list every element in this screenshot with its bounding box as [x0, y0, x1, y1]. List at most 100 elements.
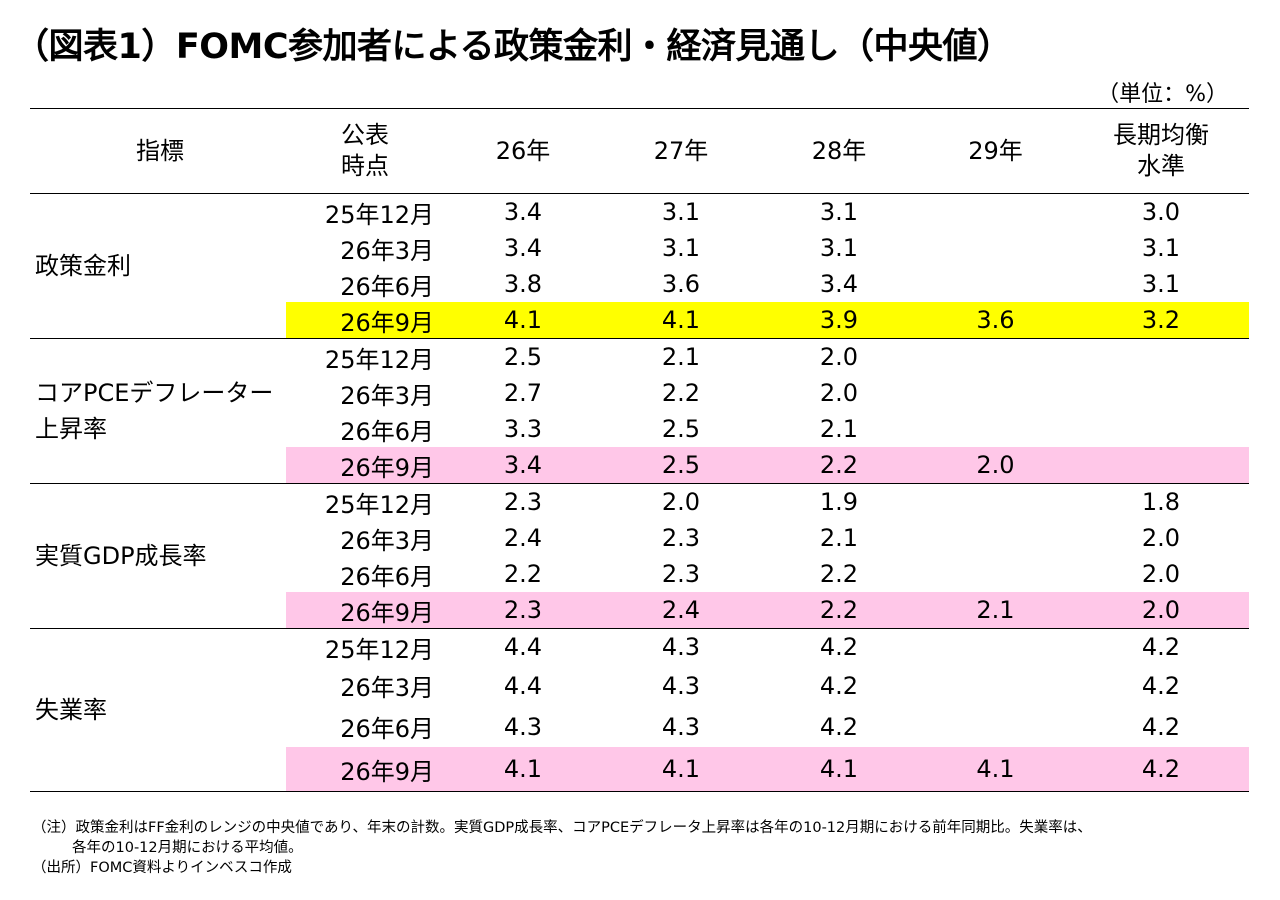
value-2028: 4.2	[819, 633, 859, 661]
date-cell: 26年6月	[340, 417, 434, 446]
date-cell: 26年6月	[340, 715, 434, 743]
date-cell: 26年9月	[286, 747, 444, 792]
value-2029	[918, 266, 1073, 302]
value-2027: 4.3	[661, 671, 701, 700]
value-2028: 2.2	[760, 592, 918, 629]
value-2026: 2.7	[503, 379, 543, 407]
header-2027: 27年	[602, 108, 760, 194]
value-2029	[918, 411, 1073, 447]
value-2029: 3.6	[918, 302, 1073, 339]
value-longrun	[1073, 339, 1249, 376]
table-row: 実質GDP成長率 25年12月 2.3 2.0 1.9 1.8	[30, 483, 1249, 629]
value-2028: 2.2	[760, 447, 918, 484]
value-2027: 2.1	[661, 343, 701, 371]
indicator-label: 失業率	[35, 696, 107, 724]
table-row: 26年3月 2.7 2.2 2.0	[30, 375, 1249, 411]
value-2027: 4.3	[661, 633, 701, 661]
value-longrun: 3.1	[1141, 270, 1181, 298]
date-cell: 26年3月	[340, 674, 434, 702]
header-indicator: 指標	[30, 108, 286, 194]
value-longrun: 2.0	[1141, 560, 1181, 588]
value-2026: 4.1	[444, 747, 602, 792]
value-longrun: 2.0	[1141, 524, 1181, 552]
value-2029	[918, 520, 1073, 556]
value-2028: 3.9	[760, 302, 918, 339]
value-2029	[918, 629, 1073, 666]
header-2026: 26年	[444, 108, 602, 194]
value-2026: 3.4	[503, 198, 543, 226]
value-2028: 2.1	[819, 524, 859, 552]
value-2027: 4.1	[602, 747, 760, 792]
date-cell: 26年9月	[286, 592, 444, 629]
value-2029	[918, 556, 1073, 592]
header-2028: 28年	[760, 108, 918, 194]
date-cell: 25年12月	[324, 635, 434, 664]
value-2026: 2.2	[503, 560, 543, 588]
date-cell: 25年12月	[324, 345, 434, 374]
indicator-label: 実質GDP成長率	[35, 542, 207, 570]
value-2029: 2.0	[918, 447, 1073, 484]
indicator-core-pce: コアPCEデフレーター 上昇率	[30, 338, 286, 484]
table-row: 政策金利 25年12月 3.4 3.1 3.1 3.0	[30, 193, 1249, 339]
value-2027: 3.1	[661, 198, 701, 226]
value-2028: 3.1	[819, 234, 859, 262]
page-title: （図表1）FOMC参加者による政策金利・経済見通し（中央値）	[14, 27, 1012, 67]
table-row: 26年9月 4.1 4.1 4.1 4.1 4.2	[30, 747, 1249, 792]
unit-label: （単位：%）	[1097, 82, 1228, 107]
value-2027: 4.1	[602, 302, 760, 339]
value-2028: 2.2	[819, 560, 859, 588]
note-line-2: 各年の10-12月期における平均値。	[72, 840, 303, 856]
note-line-1: （注）政策金利はFF金利のレンジの中央値であり、年末の計数。実質GDP成長率、コ…	[32, 820, 1092, 836]
value-2029	[918, 339, 1073, 376]
footnotes: （注）政策金利はFF金利のレンジの中央値であり、年末の計数。実質GDP成長率、コ…	[32, 818, 1092, 878]
table-row: 26年6月 3.3 2.5 2.1	[30, 411, 1249, 447]
value-2029: 2.1	[918, 592, 1073, 629]
value-2027: 2.3	[661, 560, 701, 588]
value-2027: 2.0	[661, 488, 701, 516]
value-2028: 2.1	[819, 415, 859, 443]
value-2029	[918, 665, 1073, 706]
date-cell: 26年9月	[286, 447, 444, 484]
header-row: 指標 公表 時点 26年 27年 28年 29年 長期均衡 水準	[30, 108, 1249, 194]
date-cell: 26年9月	[286, 302, 444, 339]
table-row: 26年9月 4.1 4.1 3.9 3.6 3.2	[30, 302, 1249, 339]
table-row: コアPCEデフレーター 上昇率 25年12月 2.5 2.1 2.0	[30, 338, 1249, 484]
value-longrun	[1073, 375, 1249, 411]
value-2029	[918, 230, 1073, 266]
value-longrun: 2.0	[1073, 592, 1249, 629]
fomc-projections-table: 指標 公表 時点 26年 27年 28年 29年 長期均衡 水準 政策金利 25年12…	[30, 108, 1249, 792]
value-longrun: 4.2	[1141, 712, 1181, 741]
value-2028: 1.9	[819, 488, 859, 516]
value-longrun: 4.2	[1141, 633, 1181, 661]
value-longrun: 3.0	[1141, 198, 1181, 226]
value-2027: 2.5	[602, 447, 760, 484]
date-cell: 26年3月	[340, 381, 434, 410]
header-2029: 29年	[918, 108, 1073, 194]
value-2026: 2.3	[503, 488, 543, 516]
value-2026: 4.3	[503, 712, 543, 741]
value-longrun	[1073, 411, 1249, 447]
value-2028: 4.2	[819, 712, 859, 741]
date-cell: 26年3月	[340, 526, 434, 555]
table-row: 26年9月 3.4 2.5 2.2 2.0	[30, 447, 1249, 484]
value-2026: 4.4	[503, 671, 543, 700]
value-longrun: 1.8	[1141, 488, 1181, 516]
value-2026: 3.4	[444, 447, 602, 484]
table-row: 失業率 25年12月 4.4 4.3 4.2 4.2	[30, 628, 1249, 792]
indicator-real-gdp: 実質GDP成長率	[30, 483, 286, 629]
value-longrun: 4.2	[1073, 747, 1249, 792]
value-2026: 2.5	[503, 343, 543, 371]
table-row: 26年6月 4.3 4.3 4.2 4.2	[30, 706, 1249, 747]
table-row: 26年3月 2.4 2.3 2.1 2.0	[30, 520, 1249, 556]
value-2028: 4.1	[760, 747, 918, 792]
value-2028: 2.0	[819, 343, 859, 371]
value-2027: 2.2	[661, 379, 701, 407]
value-longrun: 3.1	[1141, 234, 1181, 262]
value-2029	[918, 194, 1073, 231]
indicator-label: 上昇率	[35, 415, 107, 443]
date-cell: 26年6月	[340, 272, 434, 301]
value-2027: 2.3	[661, 524, 701, 552]
value-2029	[918, 706, 1073, 747]
date-cell: 26年6月	[340, 562, 434, 591]
value-2028: 3.4	[819, 270, 859, 298]
